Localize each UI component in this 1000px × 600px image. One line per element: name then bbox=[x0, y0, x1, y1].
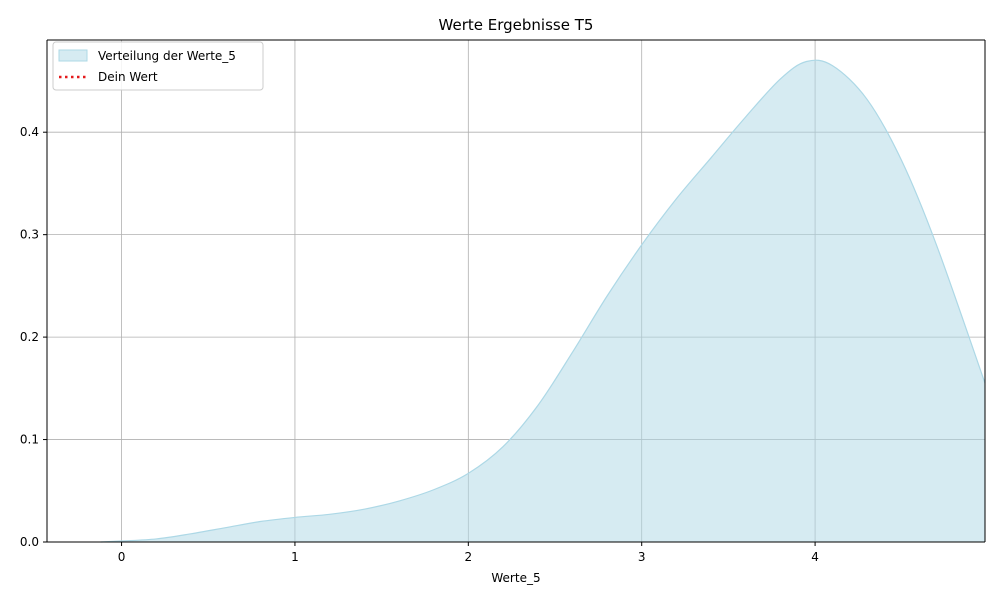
density-area-layer bbox=[100, 59, 986, 543]
legend-label-density: Verteilung der Werte_5 bbox=[98, 49, 236, 63]
chart-title: Werte Ergebnisse T5 bbox=[439, 16, 594, 34]
legend-label-marker: Dein Wert bbox=[98, 70, 158, 84]
y-tick-label: 0.4 bbox=[20, 125, 39, 139]
x-axis-ticks: 0 1 2 3 4 bbox=[118, 542, 819, 564]
y-axis-ticks: 0.0 0.1 0.2 0.3 0.4 bbox=[20, 125, 47, 549]
x-axis-title: Werte_5 bbox=[491, 571, 540, 585]
y-tick-label: 0.2 bbox=[20, 330, 39, 344]
x-tick-label: 4 bbox=[811, 550, 819, 564]
axes bbox=[46, 39, 986, 543]
y-tick-label: 0.1 bbox=[20, 433, 39, 447]
x-tick-label: 0 bbox=[118, 550, 126, 564]
x-tick-label: 1 bbox=[291, 550, 299, 564]
x-tick-label: 3 bbox=[638, 550, 646, 564]
y-tick-label: 0.0 bbox=[20, 535, 39, 549]
x-tick-label: 2 bbox=[464, 550, 472, 564]
legend-frame bbox=[52, 41, 264, 91]
density-outline bbox=[100, 59, 986, 543]
density-area bbox=[100, 60, 986, 542]
y-tick-label: 0.3 bbox=[20, 228, 39, 242]
legend-swatch-density bbox=[58, 49, 88, 62]
legend: Verteilung der Werte_5 Dein Wert bbox=[52, 41, 264, 91]
